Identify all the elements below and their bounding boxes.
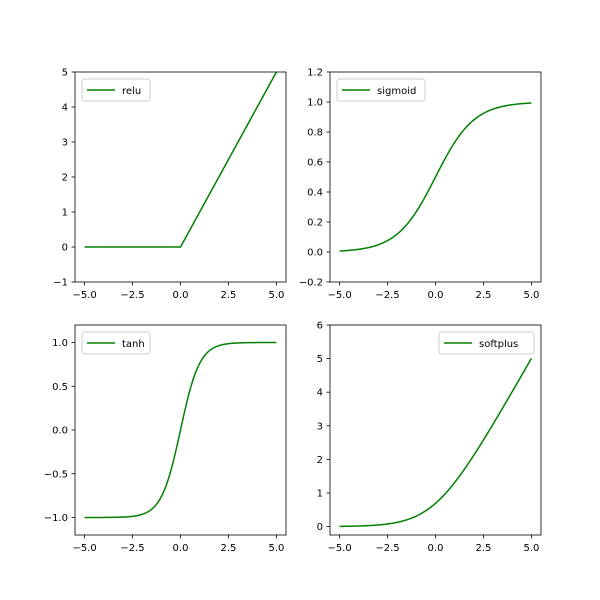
legend: relu: [81, 78, 151, 102]
y-tick-label: 0: [62, 243, 68, 254]
y-tick-label: 0: [317, 522, 323, 533]
y-tick-label: 4: [317, 388, 323, 399]
x-tick-label: 2.5: [221, 290, 237, 301]
series-line-relu: [84, 72, 278, 248]
y-tick-label: 4: [62, 103, 68, 114]
x-tick-label: −2.5: [375, 290, 399, 301]
x-tick-label: 5.0: [523, 290, 539, 301]
legend-box: [81, 331, 151, 355]
x-tick-label: 2.5: [221, 543, 237, 554]
y-tick-label: 1: [62, 208, 68, 219]
legend: softplus: [438, 331, 535, 355]
y-tick-label: 6: [317, 321, 323, 332]
x-tick-label: 0.0: [428, 543, 444, 554]
y-tick-label: −0.5: [44, 469, 68, 480]
legend-label: tanh: [122, 339, 145, 350]
y-tick-label: 0.2: [307, 218, 323, 229]
x-tick-label: −2.5: [120, 543, 144, 554]
x-tick-label: −5.0: [72, 543, 96, 554]
y-tick-label: 0.0: [52, 426, 68, 437]
y-tick-label: 5: [317, 354, 323, 365]
x-tick-label: 2.5: [476, 543, 492, 554]
y-tick-label: 5: [62, 68, 68, 79]
y-tick-label: 0.0: [307, 248, 323, 259]
x-tick-label: −5.0: [327, 290, 351, 301]
x-tick-label: −2.5: [120, 290, 144, 301]
x-tick-label: −5.0: [72, 290, 96, 301]
legend: sigmoid: [336, 78, 426, 102]
y-tick-label: 0.8: [307, 128, 323, 139]
axes-frame: [74, 71, 287, 283]
series-line-tanh: [84, 341, 277, 519]
x-tick-label: 5.0: [268, 543, 284, 554]
subplot-tanh: −5.0 −2.5 0.0 2.5 5.0 −1.0 −0.5 0.0 0.5 1.0 tanh: [44, 324, 287, 554]
y-tick-label: 1.2: [307, 68, 323, 79]
legend-box: [438, 331, 535, 355]
x-tick-label: 2.5: [476, 290, 492, 301]
y-tick-label: 3: [62, 138, 68, 149]
legend-label: softplus: [479, 339, 518, 350]
y-tick-label: 2: [62, 173, 68, 184]
x-tick-label: 0.0: [173, 290, 189, 301]
x-tick-label: 5.0: [523, 543, 539, 554]
y-tick-label: −0.2: [299, 278, 323, 289]
y-tick-label: 0.6: [307, 158, 323, 169]
y-tick-label: 3: [317, 421, 323, 432]
legend-box: [81, 78, 151, 102]
x-tick-label: −5.0: [327, 543, 351, 554]
x-tick-label: −2.5: [375, 543, 399, 554]
series-line-sigmoid: [339, 102, 532, 252]
y-tick-label: −1: [53, 278, 68, 289]
series-line-softplus: [339, 357, 533, 528]
x-tick-label: 0.0: [428, 290, 444, 301]
y-tick-label: 1.0: [307, 98, 323, 109]
y-tick-label: −1.0: [44, 513, 68, 524]
x-tick-label: 0.0: [173, 543, 189, 554]
y-tick-label: 0.5: [52, 382, 68, 393]
subplot-relu: −5.0 −2.5 0.0 2.5 5.0 −1 0 1 2 3 4 5 relu: [53, 68, 287, 301]
y-tick-label: 2: [317, 455, 323, 466]
legend-label: relu: [122, 86, 141, 97]
x-tick-label: 5.0: [268, 290, 284, 301]
y-tick-label: 1.0: [52, 338, 68, 349]
subplot-softplus: −5.0 −2.5 0.0 2.5 5.0 0 1 2 3 4 5 6 softplus: [317, 321, 542, 554]
y-tick-label: 0.4: [307, 188, 323, 199]
legend: tanh: [81, 331, 151, 355]
legend-box: [336, 78, 426, 102]
legend-label: sigmoid: [377, 86, 416, 97]
y-tick-label: 1: [317, 489, 323, 500]
subplot-sigmoid: −5.0 −2.5 0.0 2.5 5.0 −0.2 0.0 0.2 0.4 0.6 0.8 1.0 1…: [299, 68, 542, 301]
